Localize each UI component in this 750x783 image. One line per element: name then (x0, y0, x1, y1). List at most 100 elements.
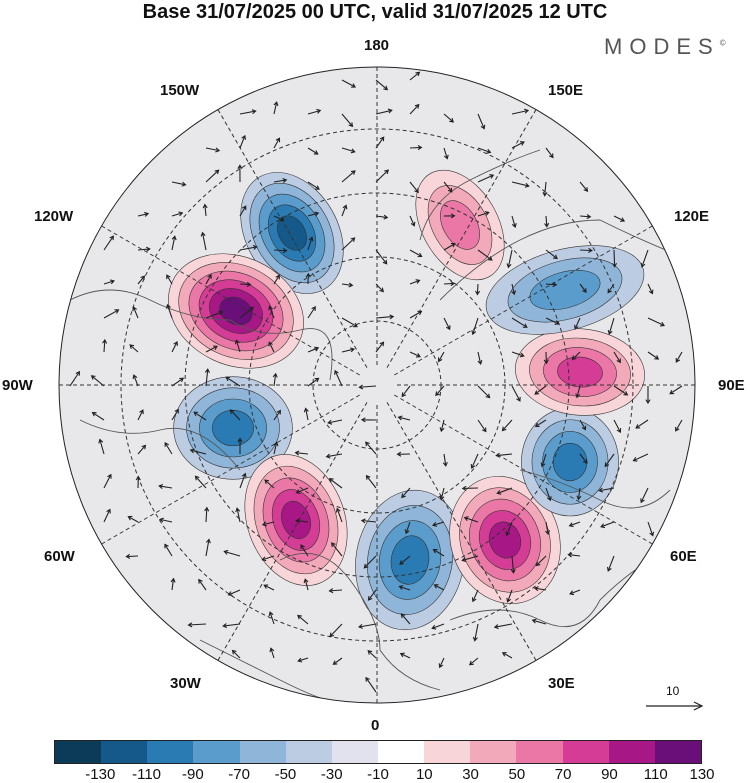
colorbar-swatch (562, 741, 609, 763)
wind-vector (640, 487, 649, 504)
wind-vector (640, 249, 649, 268)
wind-vector (472, 623, 479, 642)
wind-vector (399, 652, 411, 659)
colorbar-tick-label: 50 (508, 766, 526, 783)
wind-vector (231, 649, 241, 659)
wind-vector (375, 108, 393, 115)
wind-vector (331, 542, 343, 557)
wind-vector (375, 79, 389, 91)
colorbar-tick-label: 110 (643, 766, 668, 783)
wind-vector (166, 274, 173, 285)
colorbar-tick-label: -10 (367, 766, 389, 783)
wind-vector (461, 485, 479, 491)
wind-vector (295, 487, 309, 494)
wind-vector (613, 351, 621, 364)
anomaly-low-ural (521, 407, 619, 517)
wind-vector (187, 622, 207, 628)
vector-reference-arrow (646, 701, 704, 711)
wind-vector (171, 340, 178, 353)
wind-vector (360, 417, 377, 423)
brand-name: MODES (604, 34, 720, 59)
wind-vector (511, 351, 525, 358)
colorbar-swatch (55, 741, 102, 763)
wind-vector (239, 134, 247, 149)
wind-vector (477, 419, 487, 433)
wind-vector (511, 317, 528, 328)
wind-vector (437, 351, 445, 363)
anomaly-low-western-europe (355, 489, 465, 631)
wind-vector (501, 652, 513, 659)
wind-vector (237, 437, 243, 455)
meridian-line (394, 394, 653, 545)
colorbar-tick-label: 30 (462, 766, 479, 783)
wind-vector (341, 237, 356, 251)
wind-vector (137, 211, 150, 217)
wind-vector (273, 409, 281, 421)
wind-vector (307, 147, 319, 155)
wind-vector (461, 555, 479, 563)
wind-vector (239, 281, 252, 287)
wind-vector (261, 555, 275, 562)
wind-vector (613, 215, 626, 222)
wind-vector (506, 249, 513, 269)
wind-vector (365, 441, 377, 455)
lon-label-90e: 90E (718, 377, 745, 394)
wind-vector (294, 450, 309, 456)
wind-vector (511, 385, 521, 402)
colorbar-tick-label: 70 (554, 766, 572, 783)
wind-vector (543, 351, 549, 365)
anomaly-contour (440, 200, 480, 250)
anomaly-contour (219, 296, 253, 326)
lon-label-60e: 60E (670, 548, 697, 565)
wind-vector (477, 210, 490, 217)
wind-vector (579, 283, 587, 293)
wind-vector (404, 521, 411, 535)
lon-label-120e: 120E (674, 208, 710, 225)
wind-vector (401, 385, 411, 398)
wind-vector (433, 584, 445, 591)
wind-vector (431, 623, 445, 630)
lon-label-150w: 150W (160, 82, 200, 99)
wind-vector (675, 419, 683, 432)
wind-vector (268, 305, 275, 319)
wind-vector (204, 506, 210, 523)
wind-vector (263, 584, 275, 591)
meridian-line (101, 394, 360, 545)
wind-vector (399, 555, 411, 565)
wind-vector (375, 136, 385, 149)
wind-vector (397, 415, 411, 421)
wind-vector (335, 507, 343, 523)
wind-vector (409, 351, 421, 358)
wind-vector (137, 444, 147, 455)
colorbar-swatch (193, 741, 240, 763)
wind-vector (268, 611, 275, 625)
wind-vector (198, 578, 207, 591)
wind-vector (567, 552, 581, 558)
colorbar-tick-label: 90 (601, 766, 618, 783)
wind-vector (239, 306, 255, 319)
wind-vector (613, 385, 629, 396)
wind-vector (511, 181, 530, 188)
wind-vector (200, 231, 207, 251)
wind-vector (102, 338, 108, 353)
wind-vector (205, 169, 220, 183)
wind-vector (307, 377, 320, 387)
wind-vector (103, 473, 112, 489)
wind-vector (171, 181, 187, 187)
wind-vector (511, 141, 525, 149)
wind-vector (261, 521, 275, 527)
wind-vector (375, 214, 389, 220)
wind-vector (307, 236, 314, 251)
wind-vector (239, 109, 257, 115)
wind-vector (205, 273, 212, 285)
wind-vector (166, 303, 173, 319)
wind-vector (137, 275, 146, 285)
wind-vector (193, 411, 207, 421)
wind-vector (511, 215, 517, 229)
wind-vector (600, 521, 615, 529)
wind-vector (357, 623, 377, 629)
wind-vector (545, 249, 558, 260)
colorbar-tick-label: -70 (228, 766, 250, 783)
wind-vector (443, 147, 449, 160)
wind-vector (360, 518, 377, 524)
